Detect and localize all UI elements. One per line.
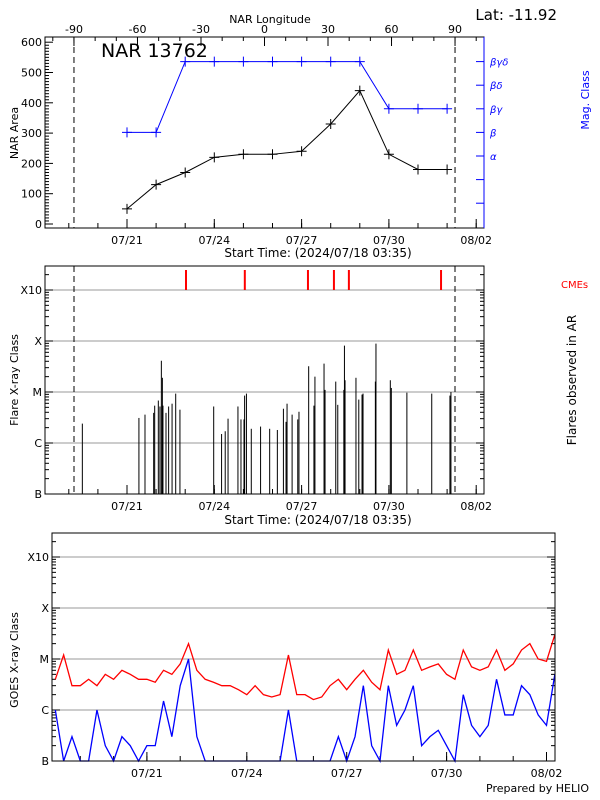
y-tick-label: 400 [21,97,42,110]
area-point [267,149,278,160]
y-tick-label: X10 [20,284,42,297]
x-tick-label: 07/24 [198,500,230,513]
x-tick-label: 07/21 [131,767,163,780]
plot-frame [51,532,556,762]
longitude-tick-label: -90 [65,23,83,36]
x-tick-label: 07/21 [111,234,143,247]
mag-class-point [442,103,453,114]
latitude-label: Lat: -11.92 [475,6,557,24]
y-tick-label: X [41,602,49,615]
area-point [413,164,423,175]
x-tick-label: 08/02 [531,767,563,780]
panel1-xaxis-title: Start Time: (2024/07/18 03:35) [224,246,411,260]
mag-class-point [180,56,191,67]
x-tick-label: 07/30 [373,500,405,513]
y-tick-label: X10 [27,551,49,564]
prepared-by-label: Prepared by HELIO [486,782,589,795]
mag-class-point [354,56,365,67]
longitude-tick-label: 60 [385,23,399,36]
x-tick-label: 07/27 [286,500,318,513]
mag-class-point [325,56,336,67]
area-point [442,164,453,175]
x-tick-label: 07/24 [198,234,230,247]
mag-class-point [151,127,162,138]
mag-class-point [413,103,423,114]
area-point [296,146,307,157]
mag-class-point [267,56,278,67]
x-tick-label: 07/24 [231,767,263,780]
plot-frame [44,36,485,229]
mag-class-point [296,56,307,67]
x-tick-label: 07/30 [373,234,405,247]
area-point [122,203,132,214]
y-tick-label: 0 [35,218,42,231]
x-tick-label: 08/02 [460,500,492,513]
x-tick-label: 08/02 [460,234,492,247]
y-tick-label: C [41,704,49,717]
area-point [180,167,191,178]
flare-panel: B C M X X10 07/21 07/24 07/27 07/30 08/02 [20,265,492,513]
x-tick-label: 07/21 [111,500,143,513]
mag-class-tick-label: β [489,128,497,139]
longitude-tick-label: 30 [321,23,335,36]
longitude-axis-title: NAR Longitude [229,13,311,26]
area-point [354,85,365,96]
mag-class-tick-label: βγ [489,105,503,116]
y-tick-label: C [34,437,42,450]
longitude-tick-label: 90 [448,23,462,36]
area-axis-title: NAR Area [8,107,21,159]
y-tick-label: X [34,335,42,348]
y-tick-label: M [33,386,43,399]
mag-class-tick-label: βγδ [489,58,508,69]
y-tick-label: 300 [21,127,42,140]
area-point [325,119,336,130]
mag-class-tick-label: βδ [489,81,503,92]
y-tick-label: 600 [21,36,42,49]
mag-class-point [238,56,249,67]
goes-class-axis-title: GOES X-ray Class [8,612,21,708]
area-point [151,179,162,190]
x-tick-label: 07/27 [331,767,363,780]
area-line [126,89,448,210]
flare-class-axis-title: Flare X-ray Class [8,334,21,426]
y-tick-label: B [34,488,42,501]
longitude-tick-label: -60 [128,23,146,36]
plot-frame [44,265,485,495]
y-tick-label: 200 [21,157,42,170]
region-title: NAR 13762 [101,40,208,62]
mag-class-axis-title: Mag. Class [579,70,592,129]
longitude-tick-label: 0 [261,23,268,36]
mag-class-tick-label: α [490,152,497,163]
panel2-xaxis-title: Start Time: (2024/07/18 03:35) [224,513,411,527]
flares-observed-axis-title: Flares observed in AR [565,315,579,445]
mag-class-point [209,56,220,67]
area-panel: 0 100 200 300 400 500 600 -90 -60 -30 0 30 60 90 07/21… [21,23,508,247]
mag-class-point [122,127,132,138]
longitude-tick-label: -30 [192,23,210,36]
area-point [238,149,249,160]
x-tick-label: 07/30 [431,767,463,780]
y-tick-label: B [41,755,49,768]
area-point [383,149,394,160]
cme-label: CMEs [561,280,588,291]
y-tick-label: 500 [21,67,42,80]
goes-panel: B C M X X10 07/21 07/24 07/27 07/30 08/02 [27,532,563,780]
mag-class-point [383,103,394,114]
y-tick-label: 100 [21,188,42,201]
mag-class-line [127,61,448,133]
x-tick-label: 07/27 [286,234,318,247]
goes-long-line [54,634,556,701]
area-point [209,152,220,163]
y-tick-label: M [40,653,50,666]
